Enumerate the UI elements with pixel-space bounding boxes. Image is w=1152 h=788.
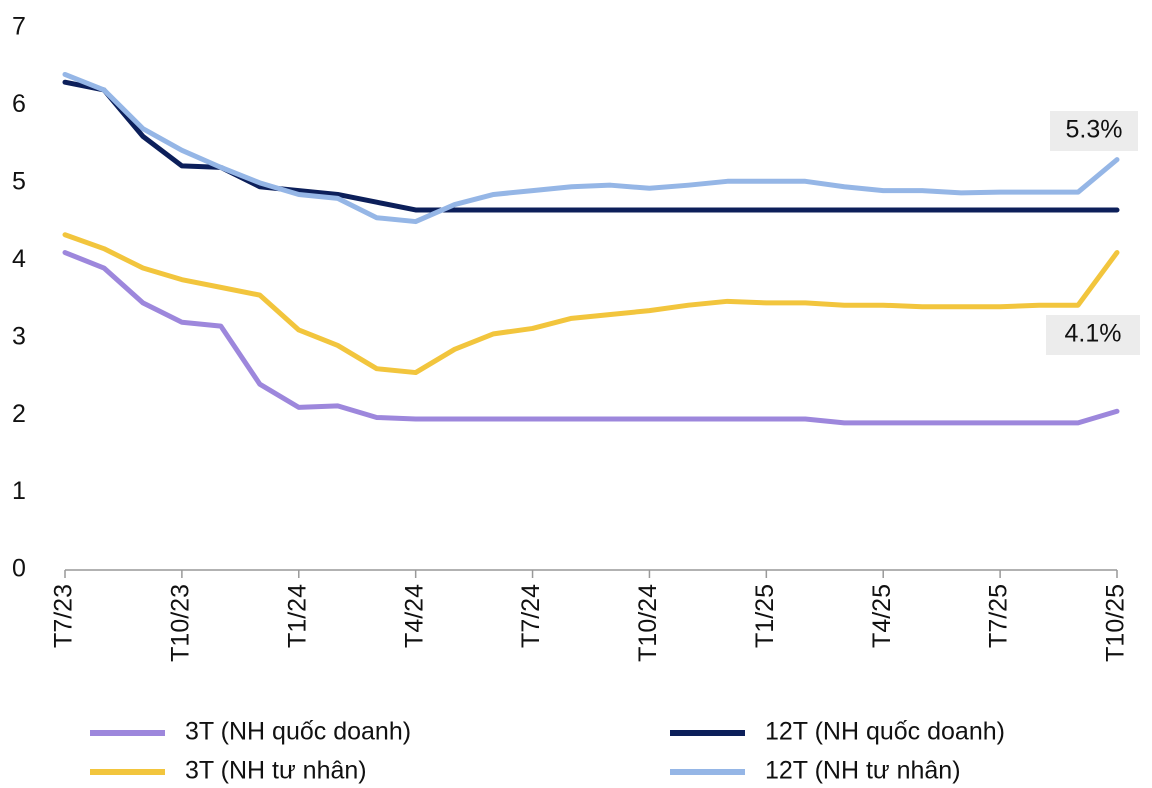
series-line — [62, 250, 1120, 426]
series-line — [62, 71, 1120, 225]
x-tick-label: T7/23 — [50, 584, 78, 648]
annotation-box — [1050, 111, 1138, 151]
legend-label: 3T (NH tư nhân) — [185, 757, 367, 785]
y-tick-label: 3 — [12, 322, 26, 350]
legend-label: 12T (NH tư nhân) — [765, 757, 961, 785]
y-tick-label: 0 — [12, 555, 26, 583]
x-tick-label: T4/24 — [400, 584, 428, 648]
annotation: 5.3% — [1066, 116, 1123, 144]
x-tick-label: T1/24 — [283, 584, 311, 648]
legend-label: 12T (NH quốc doanh) — [765, 718, 1005, 746]
legend-label: 3T (NH quốc doanh) — [185, 718, 411, 746]
series-line — [62, 232, 1120, 376]
y-tick-label: 2 — [12, 400, 26, 428]
y-tick-label: 1 — [12, 477, 26, 505]
x-tick-label: T4/25 — [868, 584, 896, 648]
y-tick-label: 7 — [12, 13, 26, 41]
x-tick-label: T10/24 — [634, 584, 662, 662]
x-tick-label: T10/25 — [1102, 584, 1130, 662]
annotation-box — [1046, 315, 1140, 355]
y-tick-label: 5 — [12, 167, 26, 195]
y-tick-label: 4 — [12, 245, 26, 273]
annotation: 4.1% — [1065, 320, 1122, 348]
x-tick-label: T1/25 — [751, 584, 779, 648]
y-tick-label: 6 — [12, 90, 26, 118]
x-tick-label: T7/25 — [985, 584, 1013, 648]
x-tick-label: T7/24 — [517, 584, 545, 648]
x-tick-label: T10/23 — [166, 584, 194, 662]
